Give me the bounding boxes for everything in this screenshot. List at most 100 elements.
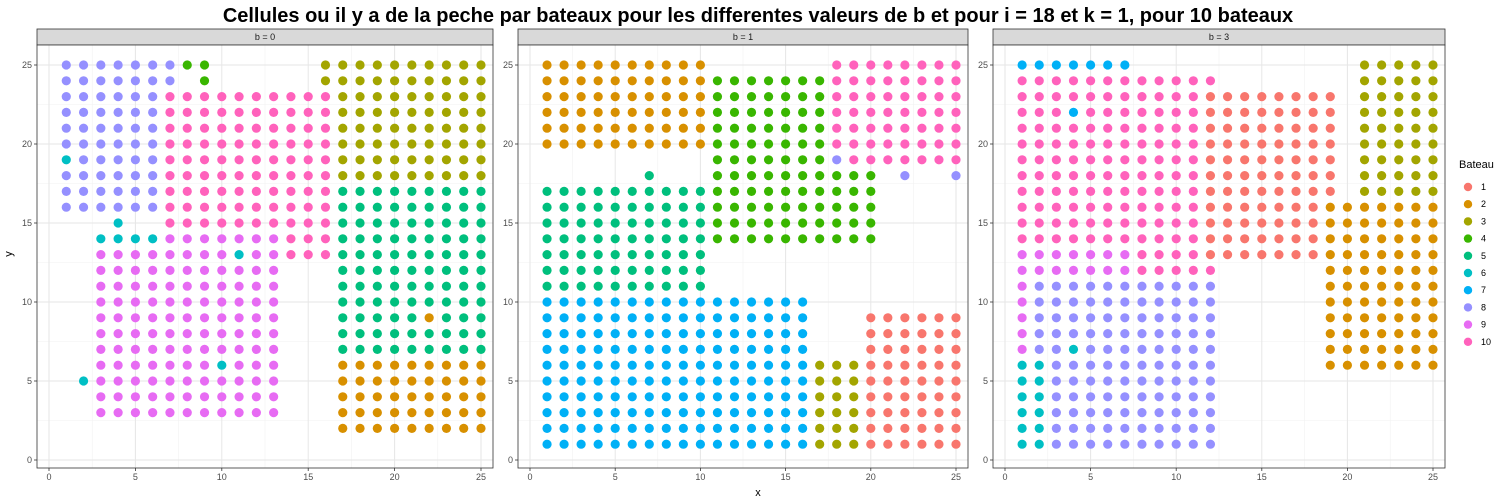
data-point: [182, 218, 192, 228]
data-point: [96, 139, 106, 149]
data-point: [1411, 297, 1421, 307]
data-point: [130, 281, 140, 291]
data-point: [459, 423, 469, 433]
data-point: [1068, 155, 1079, 165]
data-point: [815, 234, 825, 244]
data-point: [542, 360, 552, 370]
data-point: [1051, 360, 1061, 370]
legend-key: [1463, 251, 1473, 260]
data-point: [746, 218, 757, 228]
data-point: [729, 107, 740, 117]
legend-label: 5: [1481, 251, 1486, 261]
data-point: [559, 297, 569, 307]
data-point: [320, 139, 331, 149]
data-point: [1051, 92, 1061, 102]
data-point: [459, 76, 469, 86]
data-point: [234, 218, 244, 228]
data-point: [712, 186, 723, 196]
data-point: [661, 92, 671, 102]
data-point: [1068, 218, 1079, 228]
data-point: [900, 439, 910, 449]
data-point: [199, 155, 210, 165]
data-point: [832, 360, 842, 370]
data-point: [234, 329, 244, 339]
data-point: [576, 360, 586, 370]
y-tick-label: 10: [978, 297, 988, 307]
data-point: [781, 107, 791, 117]
data-point: [320, 202, 331, 212]
data-point: [407, 250, 417, 260]
data-point: [1051, 76, 1061, 86]
data-point: [815, 186, 825, 196]
data-point: [1086, 250, 1096, 260]
data-point: [746, 155, 757, 165]
data-point: [165, 281, 175, 291]
data-point: [113, 234, 123, 244]
data-point: [1171, 281, 1181, 291]
data-point: [593, 313, 603, 323]
data-point: [372, 234, 382, 244]
data-point: [269, 171, 279, 181]
data-point: [1137, 218, 1147, 228]
data-point: [459, 376, 469, 386]
data-point: [372, 297, 382, 307]
data-point: [96, 250, 106, 260]
data-point: [130, 250, 140, 260]
data-point: [199, 297, 210, 307]
data-point: [424, 360, 434, 370]
data-point: [1068, 265, 1079, 275]
data-point: [390, 250, 400, 260]
data-point: [1428, 92, 1438, 102]
data-point: [1034, 218, 1044, 228]
data-point: [661, 281, 671, 291]
data-point: [476, 360, 486, 370]
data-point: [678, 392, 688, 402]
data-point: [355, 297, 365, 307]
data-point: [678, 265, 688, 275]
data-point: [1137, 297, 1147, 307]
data-point: [1068, 92, 1079, 102]
data-point: [900, 123, 910, 133]
data-point: [1359, 344, 1370, 354]
data-point: [576, 107, 586, 117]
data-point: [1308, 139, 1318, 149]
data-point: [1325, 360, 1335, 370]
data-point: [1086, 376, 1096, 386]
data-point: [815, 218, 825, 228]
data-point: [113, 76, 123, 86]
data-point: [476, 392, 486, 402]
data-point: [251, 139, 261, 149]
data-point: [1359, 281, 1370, 291]
data-point: [269, 297, 279, 307]
data-point: [1051, 250, 1061, 260]
data-point: [355, 234, 365, 244]
data-point: [763, 202, 774, 212]
data-point: [1377, 155, 1387, 165]
data-point: [338, 250, 348, 260]
data-point: [1034, 360, 1044, 370]
data-point: [559, 250, 569, 260]
data-point: [1394, 313, 1404, 323]
data-point: [199, 171, 210, 181]
data-point: [459, 392, 469, 402]
data-point: [849, 76, 859, 86]
data-point: [407, 202, 417, 212]
data-point: [627, 329, 637, 339]
data-point: [1154, 250, 1164, 260]
data-point: [593, 265, 603, 275]
data-point: [1120, 92, 1130, 102]
data-point: [1171, 360, 1181, 370]
data-point: [542, 281, 552, 291]
data-point: [1034, 423, 1044, 433]
points: [542, 60, 961, 449]
data-point: [1325, 92, 1335, 102]
data-point: [1034, 344, 1044, 354]
legend-label: 2: [1481, 199, 1486, 209]
data-point: [390, 107, 400, 117]
data-point: [355, 281, 365, 291]
data-point: [234, 155, 244, 165]
data-point: [1411, 171, 1421, 181]
data-point: [781, 313, 791, 323]
data-point: [441, 392, 452, 402]
data-point: [1154, 202, 1164, 212]
